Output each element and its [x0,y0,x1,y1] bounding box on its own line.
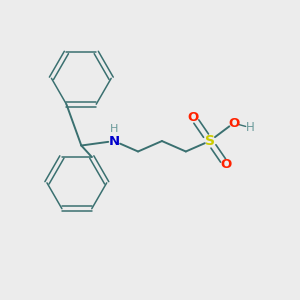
Text: H: H [246,121,254,134]
Text: H: H [110,124,118,134]
Text: S: S [205,134,215,148]
Text: O: O [228,117,239,130]
Text: O: O [220,158,232,171]
Text: N: N [109,134,120,148]
Text: O: O [188,111,199,124]
